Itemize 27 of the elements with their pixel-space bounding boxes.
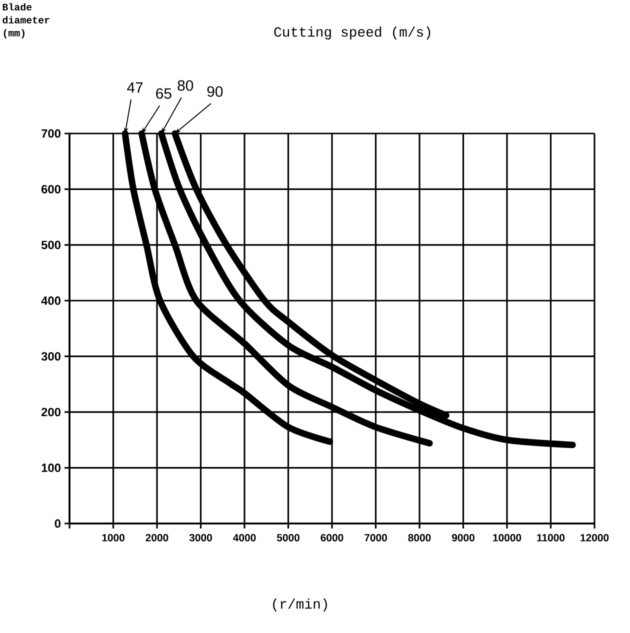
y-tick-label: 200 bbox=[41, 408, 60, 416]
x-tick-label: 5000 bbox=[276, 534, 300, 542]
x-tick-label: 9000 bbox=[452, 534, 474, 542]
text: 80 bbox=[178, 80, 194, 91]
y-tick-label: 300 bbox=[41, 352, 60, 361]
y-tick-label: 0 bbox=[54, 519, 61, 528]
text: 90 bbox=[207, 86, 223, 97]
x-tick-label: 7000 bbox=[364, 534, 387, 542]
x-tick-label: 1000 bbox=[102, 534, 124, 542]
text: Blade diameter (mm) bbox=[2, 3, 50, 38]
y-tick-label: 500 bbox=[41, 240, 60, 250]
x-tick-label: 11000 bbox=[537, 534, 565, 542]
y-tick-label: 400 bbox=[41, 296, 60, 305]
x-tick-label: 2000 bbox=[146, 534, 168, 542]
x-tick-label: 4000 bbox=[233, 534, 256, 542]
x-tick-label: 10000 bbox=[493, 534, 522, 542]
chart-title: Cutting speed (m/s) bbox=[274, 26, 430, 40]
y-tick-label: 700 bbox=[42, 129, 60, 138]
y-tick-label: 600 bbox=[41, 184, 60, 194]
x-tick-label: 12000 bbox=[580, 534, 609, 542]
text: 47 bbox=[127, 82, 143, 93]
x-tick-label: 8000 bbox=[408, 534, 431, 542]
y-tick-label: 100 bbox=[42, 464, 60, 472]
x-tick-label: 3000 bbox=[189, 534, 212, 542]
x-axis-title: (r/min) bbox=[273, 598, 327, 612]
x-tick-label: 6000 bbox=[320, 534, 344, 542]
text: 65 bbox=[156, 88, 172, 99]
